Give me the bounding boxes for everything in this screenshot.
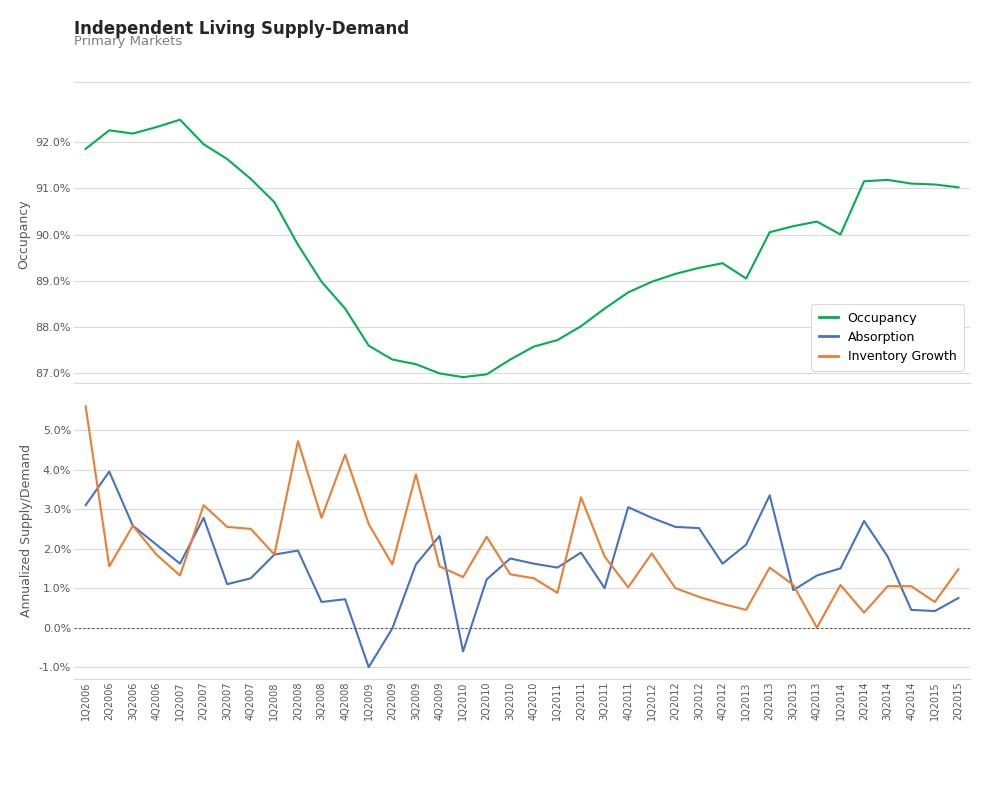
- Legend: Occupancy, Absorption, Inventory Growth: Occupancy, Absorption, Inventory Growth: [812, 304, 964, 371]
- Y-axis label: Annualized Supply/Demand: Annualized Supply/Demand: [21, 444, 33, 617]
- Text: Independent Living Supply-Demand: Independent Living Supply-Demand: [74, 20, 409, 38]
- Y-axis label: Occupancy: Occupancy: [17, 199, 30, 269]
- Text: Primary Markets: Primary Markets: [74, 35, 182, 49]
